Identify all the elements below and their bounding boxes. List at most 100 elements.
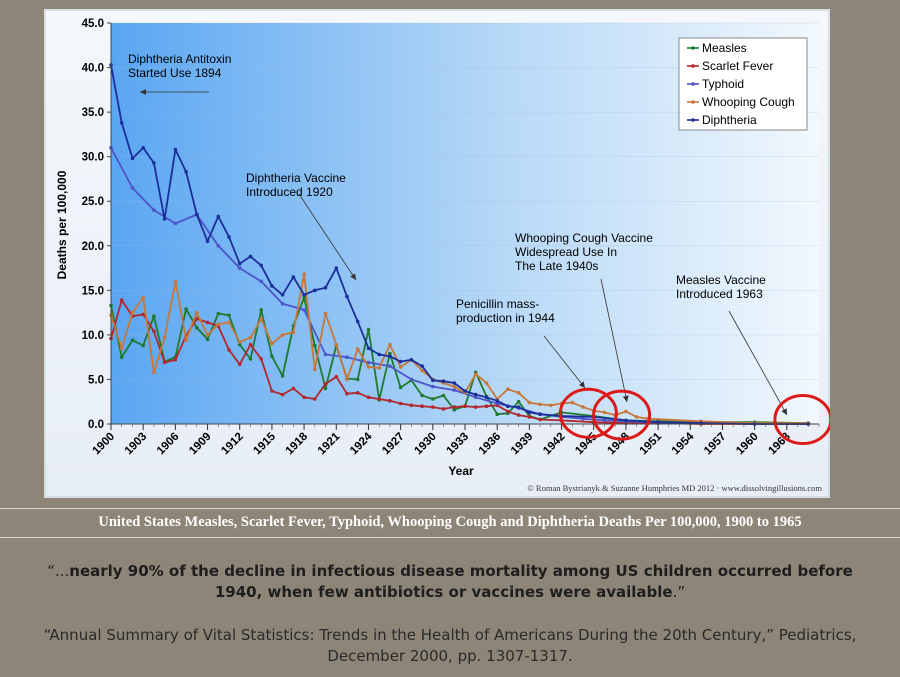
annotation-arrow-line xyxy=(600,278,628,403)
data-point-diphtheria xyxy=(130,156,135,161)
data-point-typhoid xyxy=(173,221,178,226)
data-point-diphtheria xyxy=(216,214,221,219)
y-axis-label: Deaths per 100,000 xyxy=(55,170,69,279)
highlight-circle xyxy=(558,387,618,439)
data-point-diphtheria xyxy=(431,378,435,383)
data-point-whooping-cough xyxy=(366,365,371,369)
data-point-diphtheria xyxy=(527,410,532,415)
data-point-typhoid xyxy=(388,364,392,368)
data-point-diphtheria xyxy=(516,405,521,409)
data-point-typhoid xyxy=(130,186,135,190)
annotation-text-line: The Late 1940s xyxy=(515,259,598,273)
data-point-scarlet-fever xyxy=(173,358,178,362)
data-point-diphtheria xyxy=(388,354,392,359)
data-point-typhoid xyxy=(452,388,457,392)
data-point-scarlet-fever xyxy=(259,357,263,361)
data-point-measles xyxy=(205,337,210,342)
y-tick-label: 20.0 xyxy=(82,241,104,253)
data-point-scarlet-fever xyxy=(248,342,253,347)
data-point-whooping-cough xyxy=(205,333,210,337)
annotation-4: Penicillin mass-production in 1944 xyxy=(456,297,586,389)
data-point-typhoid xyxy=(602,418,607,423)
data-point-scarlet-fever xyxy=(205,320,210,325)
series-line-scarlet-fever xyxy=(110,299,809,425)
data-point-scarlet-fever xyxy=(420,404,424,409)
legend-swatch-marker xyxy=(691,82,695,86)
data-point-whooping-cough xyxy=(195,310,199,315)
data-point-typhoid xyxy=(345,355,349,360)
data-point-diphtheria xyxy=(377,352,382,357)
data-point-scarlet-fever xyxy=(366,395,371,400)
data-point-scarlet-fever xyxy=(141,312,145,317)
data-point-diphtheria xyxy=(409,358,414,362)
figure-caption: United States Measles, Scarlet Fever, Ty… xyxy=(98,514,802,530)
data-point-scarlet-fever xyxy=(291,386,296,391)
data-point-scarlet-fever xyxy=(463,404,467,409)
data-point-diphtheria xyxy=(184,170,188,174)
data-point-diphtheria xyxy=(162,217,167,221)
data-point-scarlet-fever xyxy=(302,395,306,400)
highlight-circle xyxy=(773,394,830,446)
highlight-circle xyxy=(592,389,652,441)
data-point-typhoid xyxy=(581,416,585,421)
data-point-scarlet-fever xyxy=(270,389,274,393)
annotation-arrow-line xyxy=(728,310,788,416)
data-point-scarlet-fever xyxy=(345,391,349,396)
data-point-scarlet-fever xyxy=(355,391,360,395)
data-point-scarlet-fever xyxy=(441,407,446,411)
data-point-scarlet-fever xyxy=(377,397,382,401)
data-point-whooping-cough xyxy=(259,317,263,321)
data-point-measles xyxy=(431,397,435,401)
data-point-diphtheria xyxy=(452,381,457,385)
data-point-whooping-cough xyxy=(581,405,585,409)
data-point-diphtheria xyxy=(463,389,467,393)
data-point-typhoid xyxy=(409,377,414,382)
data-point-measles xyxy=(270,354,274,359)
data-point-whooping-cough xyxy=(119,346,124,351)
data-point-whooping-cough xyxy=(602,410,607,415)
y-tick-label: 15.0 xyxy=(82,285,104,297)
data-point-diphtheria xyxy=(441,379,446,384)
annotation-text-line: Whooping Cough Vaccine xyxy=(515,231,653,245)
data-point-whooping-cough xyxy=(291,330,296,335)
data-point-scarlet-fever xyxy=(323,382,328,386)
data-point-whooping-cough xyxy=(538,402,542,407)
y-tick-label: 25.0 xyxy=(82,196,104,208)
data-point-scarlet-fever xyxy=(452,405,457,409)
data-point-typhoid xyxy=(152,208,156,212)
data-point-scarlet-fever xyxy=(280,392,285,397)
chart-frame: 0.0 5.0 10.0 15.0 20.0 25.0 30.0 35.0 40.0 45.0 19… xyxy=(44,9,830,498)
data-point-measles xyxy=(152,314,156,319)
data-point-diphtheria xyxy=(173,147,178,152)
data-point-typhoid xyxy=(302,308,306,312)
annotation-arrowhead xyxy=(350,273,356,280)
annotation-text-line: Diphtheria Antitoxin xyxy=(128,52,231,66)
y-tick-label: 45.0 xyxy=(82,18,104,30)
legend-label: Scarlet Fever xyxy=(702,59,773,73)
data-point-measles xyxy=(248,357,253,361)
annotation-text-line: Widespread Use In xyxy=(515,245,617,259)
data-point-measles xyxy=(227,313,231,318)
data-point-diphtheria xyxy=(398,359,403,364)
data-point-scarlet-fever xyxy=(538,417,542,422)
data-point-measles xyxy=(452,407,457,412)
legend-label: Measles xyxy=(702,41,747,55)
data-point-measles xyxy=(323,386,328,391)
data-point-whooping-cough xyxy=(248,335,253,340)
data-point-whooping-cough xyxy=(420,368,424,373)
data-point-diphtheria xyxy=(624,418,628,423)
data-point-measles xyxy=(130,338,135,343)
annotation-text-line: production in 1944 xyxy=(456,311,555,325)
data-point-scarlet-fever xyxy=(516,413,521,417)
data-point-scarlet-fever xyxy=(506,409,510,414)
data-point-diphtheria xyxy=(205,239,210,244)
data-point-measles xyxy=(313,343,317,348)
annotation-text-line: Started Use 1894 xyxy=(128,66,222,80)
data-point-diphtheria xyxy=(270,284,274,288)
annotation-arrowhead xyxy=(622,395,629,402)
data-point-whooping-cough xyxy=(516,391,521,395)
legend-box xyxy=(678,37,808,131)
annotation-arrowhead xyxy=(140,89,146,95)
